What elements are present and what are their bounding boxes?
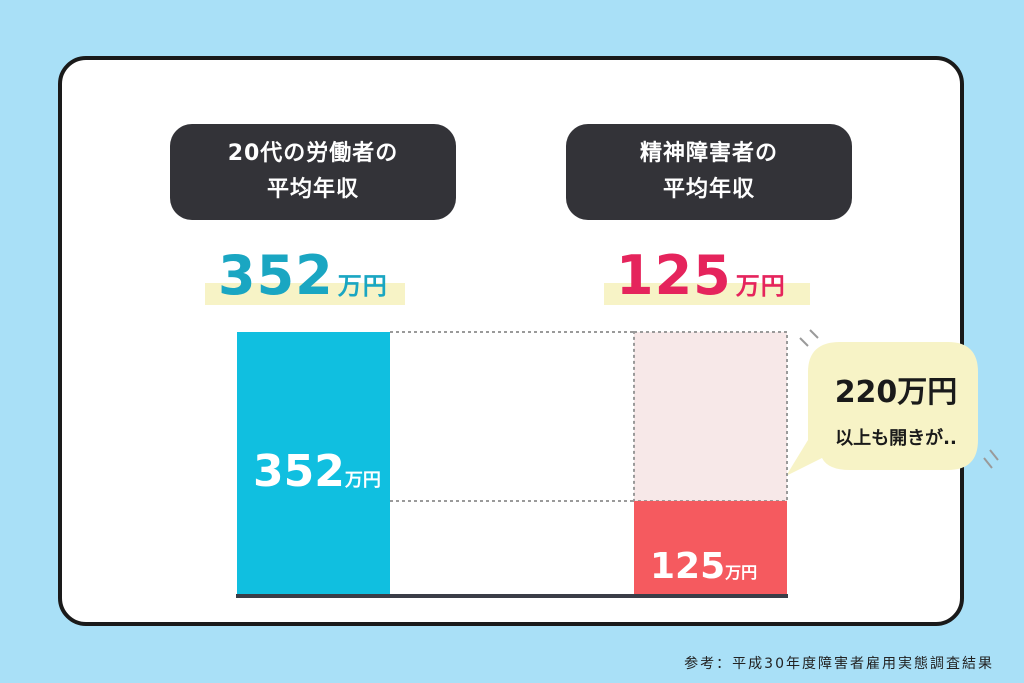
callout-bubble [786,342,978,476]
left-value-highlight [205,283,405,305]
right-value-unit: 万円 [735,272,786,300]
callout-shake-marks-bottom [983,449,999,469]
right-value: 125 万円 [616,244,786,307]
bar-data-label-right: 125万円 [650,546,757,587]
left-title-line2: 平均年収 [266,177,359,202]
left-value-unit: 万円 [337,272,388,300]
right-title-line2: 平均年収 [662,177,755,202]
right-value-number: 125 [616,244,732,307]
callout-sub-text: 以上も開きが.. [835,427,957,449]
callout-main-text: 220万円 [835,375,958,410]
left-value-number: 352 [218,244,334,307]
source-note: 参考：平成30年度障害者雇用実態調査結果 [684,656,994,672]
bar-left [237,332,390,594]
right-title-pill: 精神障害者の 平均年収 [566,124,852,220]
bar-data-label-left: 352万円 [253,446,381,497]
right-value-highlight [604,283,810,305]
left-title-pill: 20代の労働者の 平均年収 [170,124,456,220]
gap-area [633,331,788,502]
left-value: 352 万円 [218,244,388,307]
callout-shake-marks-top [799,329,819,347]
bar-right [634,500,787,594]
left-title-line1: 20代の労働者の [227,141,399,166]
right-title-line1: 精神障害者の [639,141,778,166]
